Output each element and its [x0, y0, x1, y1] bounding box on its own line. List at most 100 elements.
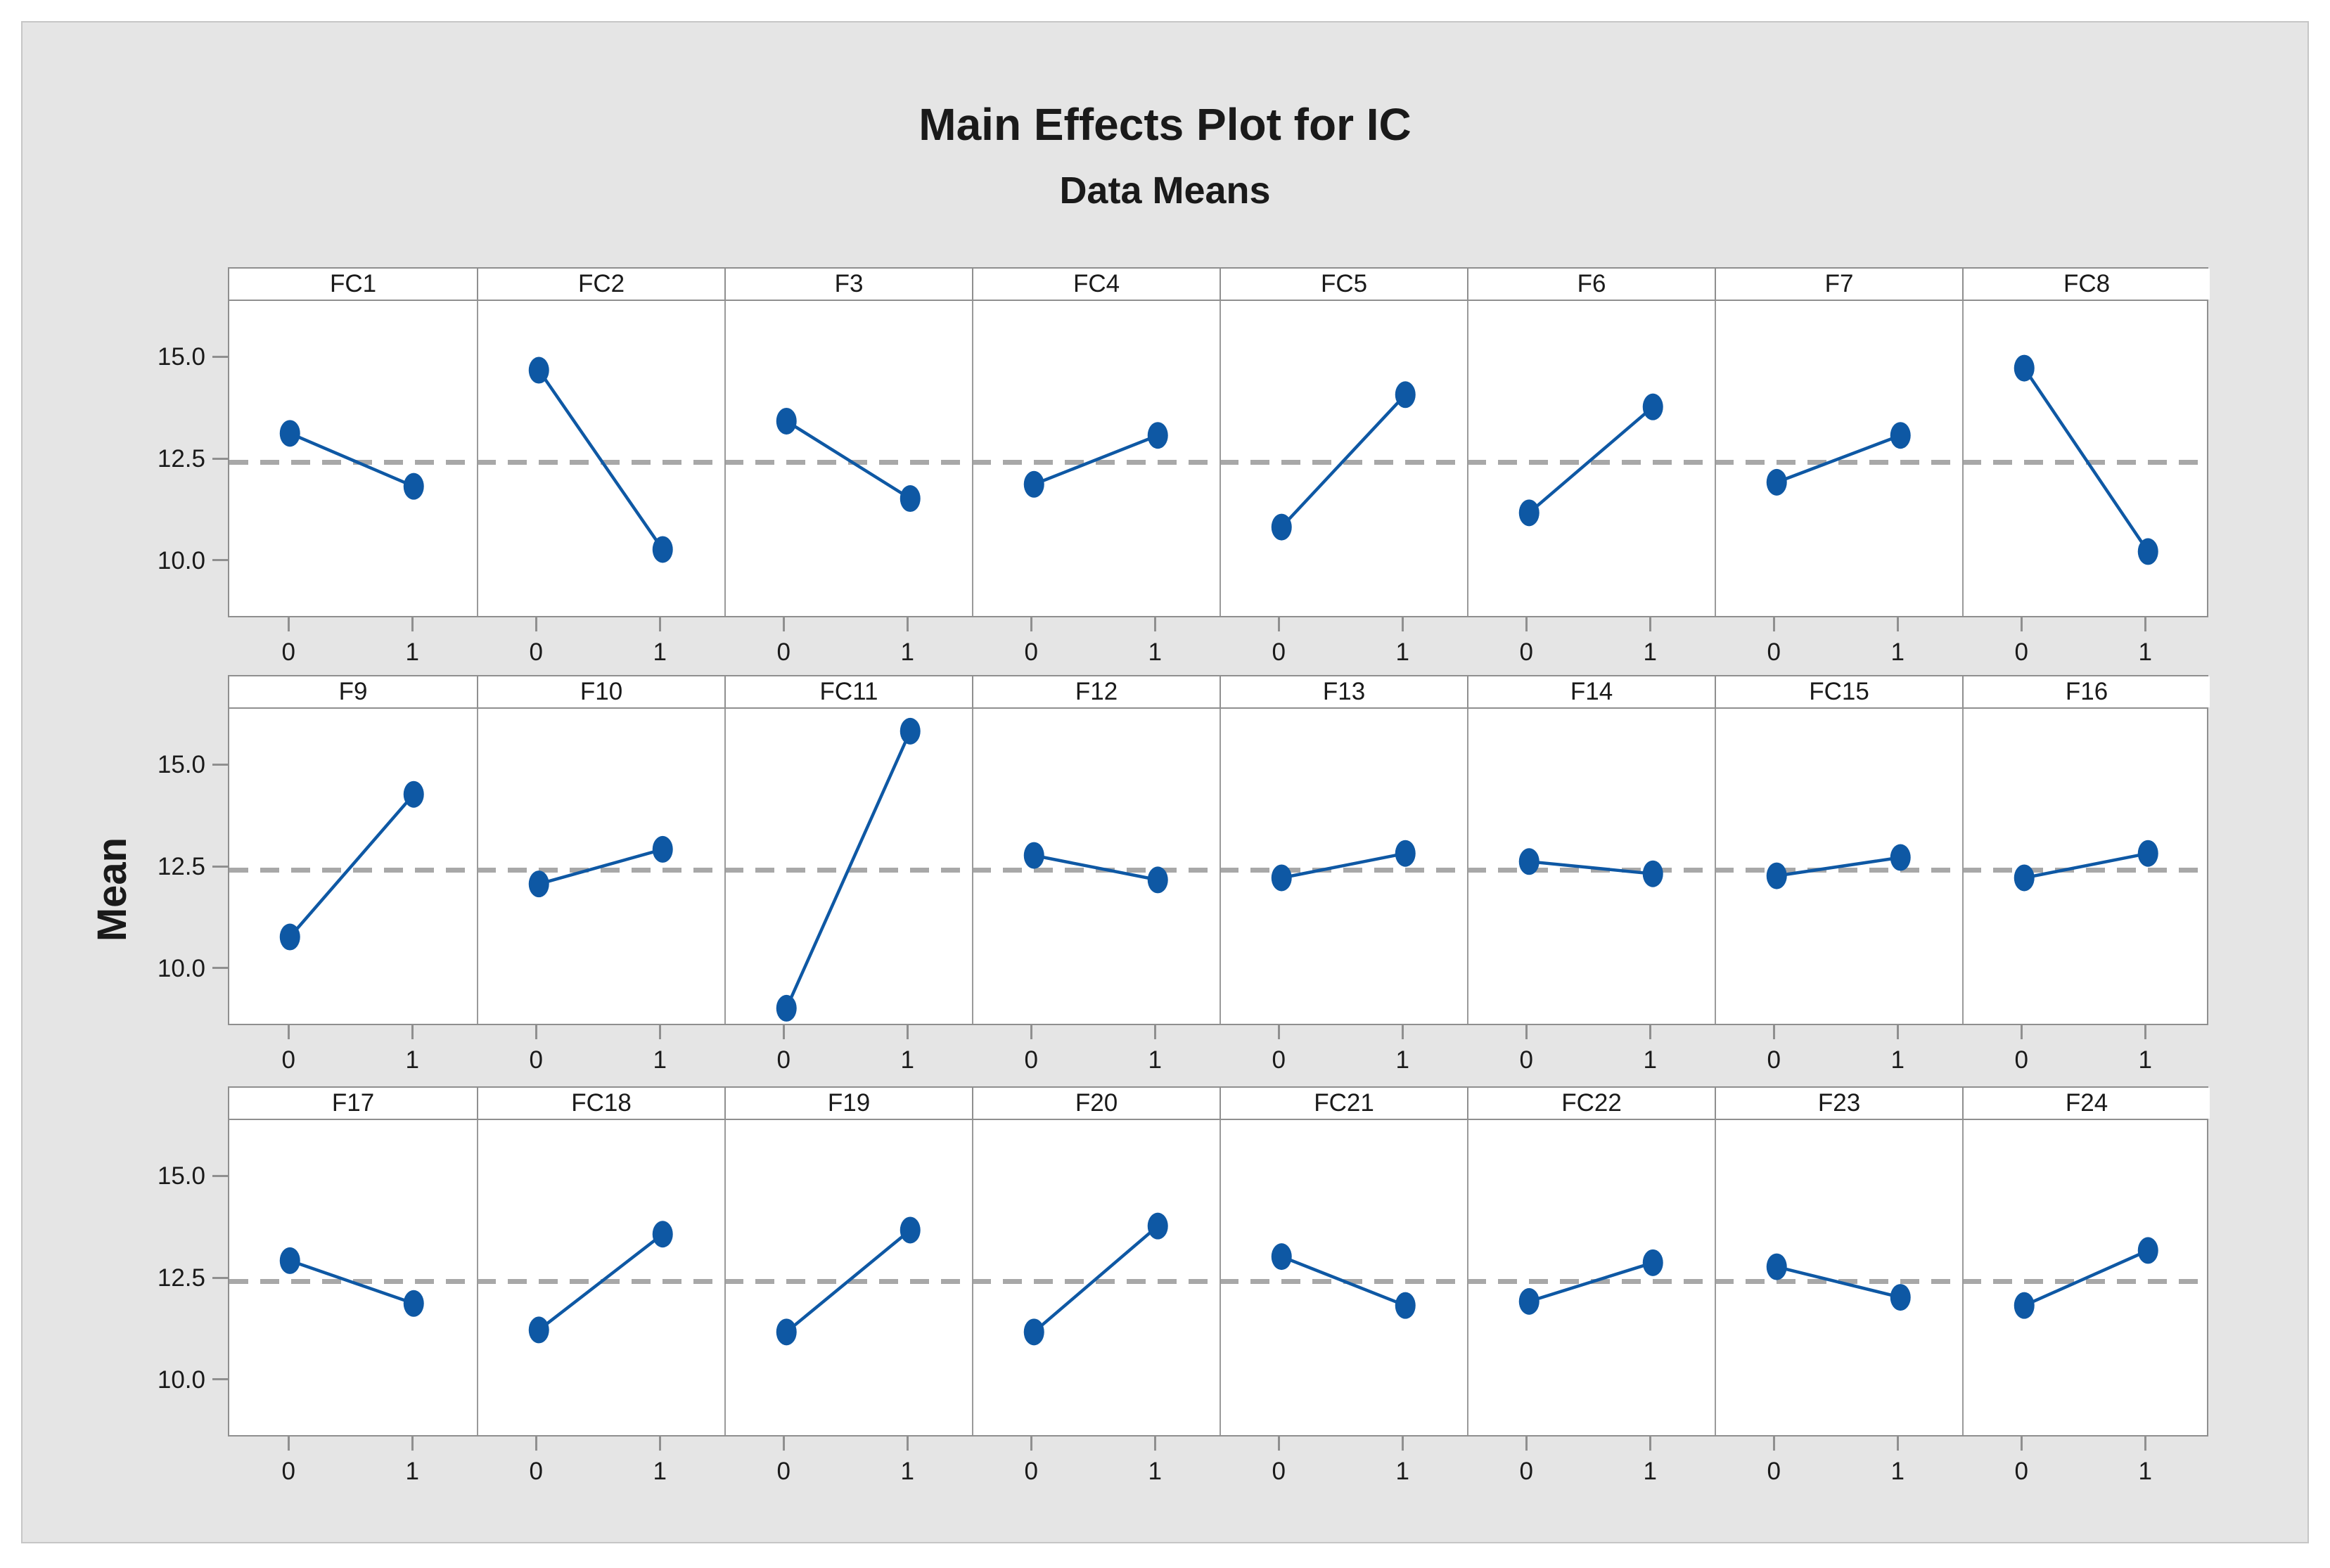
x-tick-label: 0	[2014, 638, 2028, 666]
x-tick-label: 1	[1395, 638, 1409, 666]
mean-point-level-0	[279, 420, 300, 447]
panel-F9	[229, 709, 477, 1024]
y-tick-mark	[212, 763, 228, 766]
panel-title-F6: F6	[1467, 269, 1715, 300]
plot-band	[228, 707, 2208, 1025]
x-tick-mark	[2020, 1025, 2023, 1039]
x-tick-mark	[1896, 1025, 1899, 1039]
x-tick-label: 1	[653, 1458, 667, 1485]
x-tick-label: 0	[2014, 1458, 2028, 1485]
mean-point-level-0	[1271, 513, 1292, 541]
x-tick-mark	[1277, 1025, 1280, 1039]
x-tick-label: 1	[653, 638, 667, 666]
x-tick-mark	[1030, 1437, 1032, 1451]
x-tick-mark	[906, 617, 909, 631]
x-tick-mark	[1401, 1025, 1404, 1039]
mean-point-level-0	[1023, 1318, 1044, 1346]
panel-title-FC2: FC2	[477, 269, 724, 300]
x-tick-label: 0	[529, 1046, 543, 1074]
panel-title-FC15: FC15	[1715, 676, 1962, 707]
mean-point-level-1	[1642, 860, 1663, 887]
effects-line-chart-F17	[279, 1247, 424, 1317]
effects-line-chart-F9	[279, 780, 424, 951]
x-tick-mark	[535, 1025, 537, 1039]
factor-effect-line	[1529, 860, 1653, 875]
x-tick-label: 0	[1024, 1458, 1038, 1485]
mean-point-level-0	[1271, 1243, 1292, 1271]
x-tick-label: 0	[281, 1458, 295, 1485]
mean-point-level-1	[900, 717, 921, 745]
mean-point-level-0	[1271, 864, 1292, 892]
panel-FC21	[1220, 1120, 1467, 1435]
figure-canvas: Main Effects Plot for IC Data Means Mean…	[21, 21, 2309, 1543]
panel-title-F19: F19	[724, 1088, 972, 1119]
mean-point-level-1	[403, 473, 424, 500]
y-tick-label: 15.0	[157, 343, 205, 371]
effects-line-chart-F14	[1518, 848, 1663, 887]
factor-effect-line	[288, 793, 415, 938]
x-tick-label: 0	[1767, 638, 1781, 666]
x-tick-mark	[1525, 1025, 1528, 1039]
panel-title-F10: F10	[477, 676, 724, 707]
x-tick-mark	[782, 1437, 785, 1451]
x-tick-mark	[411, 1025, 414, 1039]
mean-point-level-0	[1518, 848, 1540, 875]
factor-effect-line	[537, 1233, 664, 1332]
x-tick-mark	[411, 617, 414, 631]
panel-title-F13: F13	[1220, 676, 1467, 707]
grand-mean-dashed-line	[229, 867, 2207, 873]
mean-point-level-1	[1395, 381, 1416, 409]
effects-line-chart-F24	[2014, 1237, 2158, 1319]
x-tick-label: 0	[1767, 1458, 1781, 1485]
panel-F19	[724, 1120, 972, 1435]
x-tick-mark	[535, 617, 537, 631]
y-tick-mark	[212, 1276, 228, 1279]
x-tick-mark	[1525, 617, 1528, 631]
y-tick-label: 12.5	[157, 1264, 205, 1292]
x-tick-label: 0	[776, 638, 790, 666]
x-tick-label: 0	[1272, 1046, 1286, 1074]
x-tick-label: 1	[2138, 638, 2152, 666]
mean-point-level-0	[1518, 499, 1540, 527]
mean-point-level-1	[2137, 538, 2158, 565]
panel-title-F20: F20	[972, 1088, 1220, 1119]
effects-line-chart-F16	[2014, 840, 2158, 892]
mean-point-level-1	[403, 1290, 424, 1317]
x-tick-label: 1	[1890, 638, 1905, 666]
panel-title-F24: F24	[1962, 1088, 2210, 1119]
panel-title-F14: F14	[1467, 676, 1715, 707]
plot-band	[228, 300, 2208, 617]
x-tick-label: 0	[529, 638, 543, 666]
effects-line-chart-FC5	[1271, 381, 1416, 541]
x-tick-label: 1	[1890, 1458, 1905, 1485]
x-tick-label: 0	[1272, 638, 1286, 666]
effects-line-chart-FC8	[2014, 354, 2158, 565]
mean-point-level-1	[1890, 1284, 1911, 1311]
x-tick-label: 1	[900, 638, 914, 666]
x-tick-label: 1	[1890, 1046, 1905, 1074]
x-tick-label: 0	[1272, 1458, 1286, 1485]
mean-point-level-0	[528, 356, 549, 384]
panel-F23	[1715, 1120, 1962, 1435]
panel-title-FC4: FC4	[972, 269, 1220, 300]
grand-mean-dashed-line	[229, 459, 2207, 465]
effects-line-chart-FC15	[1766, 844, 1911, 889]
effects-line-chart-FC2	[528, 356, 673, 563]
x-tick-mark	[1649, 1025, 1651, 1039]
panel-title-F12: F12	[972, 676, 1220, 707]
mean-point-level-0	[528, 870, 549, 898]
factor-effect-line	[1776, 434, 1902, 484]
mean-point-level-1	[1642, 1249, 1663, 1276]
x-tick-label: 0	[1024, 1046, 1038, 1074]
panel-title-FC18: FC18	[477, 1088, 724, 1119]
panel-title-F23: F23	[1715, 1088, 1962, 1119]
x-tick-mark	[287, 617, 290, 631]
x-tick-mark	[1030, 1025, 1032, 1039]
factor-effect-line	[2023, 1249, 2149, 1307]
factor-effect-line	[1033, 434, 1159, 486]
factor-effect-line	[2023, 852, 2149, 880]
x-tick-label: 1	[1148, 638, 1162, 666]
x-tick-mark	[2020, 1437, 2023, 1451]
x-tick-mark	[2144, 1025, 2146, 1039]
x-tick-label: 0	[1767, 1046, 1781, 1074]
